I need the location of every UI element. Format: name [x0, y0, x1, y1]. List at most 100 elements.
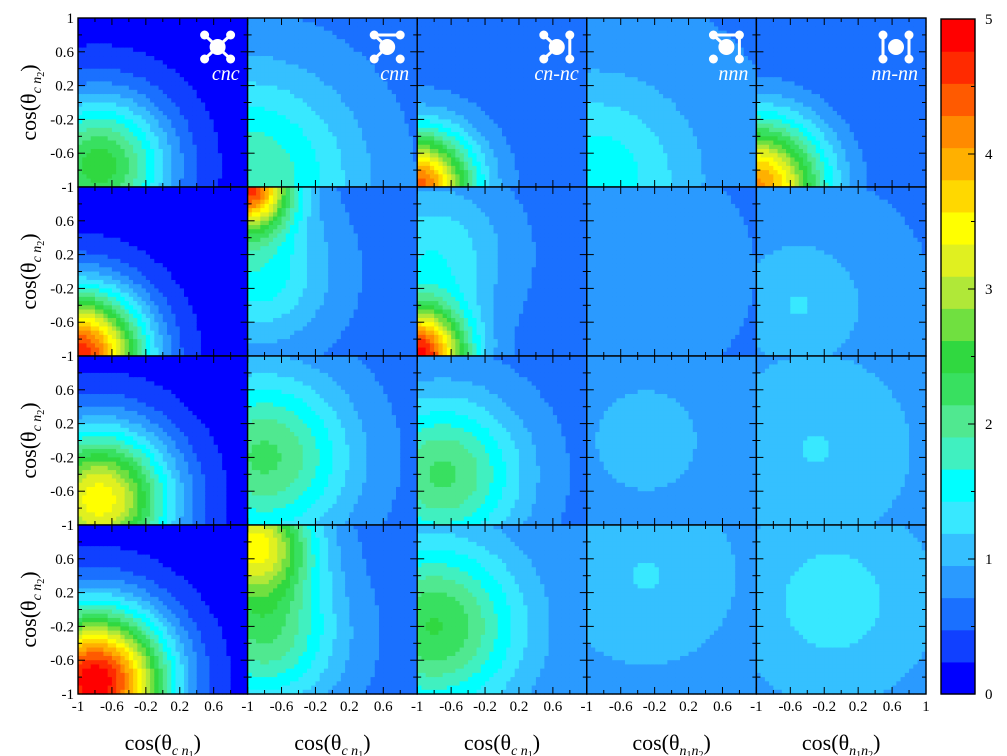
- heatmap-cell: [578, 43, 584, 49]
- heatmap-cell: [514, 47, 520, 53]
- heatmap-cell: [391, 110, 397, 116]
- heatmap-cell: [336, 136, 342, 142]
- heatmap-cell: [383, 136, 389, 142]
- heatmap-cell: [485, 64, 490, 70]
- heatmap-cell: [599, 110, 605, 116]
- heatmap-cell: [353, 144, 359, 150]
- heatmap-cell: [251, 182, 257, 188]
- heatmap-cell: [531, 123, 537, 129]
- heatmap-cell: [480, 174, 486, 180]
- heatmap-cell: [421, 43, 427, 49]
- heatmap-cell: [434, 148, 439, 154]
- heatmap-cell: [196, 22, 202, 28]
- heatmap-cell: [506, 94, 512, 99]
- heatmap-cell: [277, 153, 283, 159]
- heatmap-cell: [311, 77, 317, 82]
- heatmap-cell: [472, 18, 478, 23]
- heatmap-cell: [442, 81, 448, 87]
- heatmap-cell: [565, 22, 571, 28]
- heatmap-cell: [175, 85, 181, 91]
- heatmap-cell: [425, 182, 431, 188]
- heatmap-cell: [374, 132, 380, 137]
- heatmap-cell: [586, 64, 592, 70]
- heatmap-cell: [230, 72, 236, 78]
- heatmap-cell: [184, 64, 189, 70]
- heatmap-cell: [192, 47, 198, 53]
- heatmap-cell: [264, 136, 270, 142]
- heatmap-cell: [345, 140, 350, 146]
- heatmap-cell: [434, 136, 439, 142]
- heatmap-cell: [535, 18, 541, 23]
- heatmap-cell: [514, 89, 520, 95]
- heatmap-cell: [158, 132, 164, 137]
- heatmap-cell: [472, 182, 478, 188]
- heatmap-cell: [531, 174, 537, 180]
- heatmap-cell: [502, 127, 507, 133]
- heatmap-cell: [502, 157, 507, 163]
- heatmap-cell: [565, 68, 571, 74]
- heatmap-cell: [485, 43, 490, 49]
- heatmap-cell: [273, 34, 278, 40]
- heatmap-cell: [205, 81, 211, 87]
- heatmap-cell: [468, 22, 473, 28]
- heatmap-cell: [391, 68, 397, 74]
- heatmap-cell: [442, 51, 448, 57]
- heatmap-cell: [103, 170, 109, 175]
- heatmap-cell: [497, 22, 503, 28]
- heatmap-cell: [141, 123, 147, 129]
- heatmap-cell: [205, 136, 211, 142]
- heatmap-cell: [476, 144, 482, 150]
- heatmap-cell: [434, 182, 439, 188]
- heatmap-cell: [99, 182, 105, 188]
- heatmap-cell: [595, 132, 601, 137]
- heatmap-cell: [455, 106, 461, 112]
- heatmap-cell: [128, 115, 134, 120]
- heatmap-cell: [548, 85, 554, 91]
- heatmap-cell: [514, 39, 520, 44]
- heatmap-cell: [412, 115, 418, 120]
- heatmap-cell: [349, 174, 355, 180]
- heatmap-cell: [552, 161, 558, 167]
- heatmap-cell: [332, 81, 338, 87]
- heatmap-cell: [485, 89, 490, 95]
- heatmap-cell: [561, 127, 567, 133]
- heatmap-cell: [162, 119, 168, 125]
- heatmap-cell: [434, 43, 439, 49]
- heatmap-cell: [451, 56, 456, 61]
- heatmap-cell: [370, 115, 376, 120]
- heatmap-cell: [158, 94, 164, 99]
- heatmap-cell: [209, 165, 215, 171]
- heatmap-cell: [357, 47, 363, 53]
- heatmap-cell: [281, 153, 287, 159]
- heatmap-cell: [595, 77, 601, 82]
- heatmap-cell: [586, 47, 592, 53]
- heatmap-cell: [107, 94, 113, 99]
- heatmap-cell: [196, 178, 202, 184]
- heatmap-cell: [518, 140, 524, 146]
- heatmap-cell: [145, 43, 151, 49]
- heatmap-cell: [578, 68, 584, 74]
- heatmap-cell: [429, 123, 435, 129]
- heatmap-cell: [442, 56, 448, 61]
- heatmap-cell: [510, 39, 516, 44]
- heatmap-cell: [213, 68, 219, 74]
- heatmap-cell: [408, 56, 414, 61]
- heatmap-cell: [137, 26, 143, 32]
- heatmap-cell: [200, 81, 206, 87]
- heatmap-cell: [99, 127, 105, 133]
- heatmap-cell: [404, 85, 410, 91]
- heatmap-cell: [429, 43, 435, 49]
- heatmap-cell: [124, 115, 130, 120]
- heatmap-cell: [158, 60, 164, 66]
- heatmap-cell: [531, 98, 537, 104]
- heatmap-cell: [552, 18, 558, 23]
- heatmap-cell: [306, 110, 312, 116]
- heatmap-cell: [480, 47, 486, 53]
- heatmap-cell: [548, 34, 554, 40]
- heatmap-cell: [349, 64, 355, 70]
- heatmap-cell: [366, 170, 372, 175]
- heatmap-cell: [535, 72, 541, 78]
- heatmap-cell: [523, 170, 529, 175]
- heatmap-cell: [247, 153, 253, 159]
- heatmap-cell: [281, 51, 287, 57]
